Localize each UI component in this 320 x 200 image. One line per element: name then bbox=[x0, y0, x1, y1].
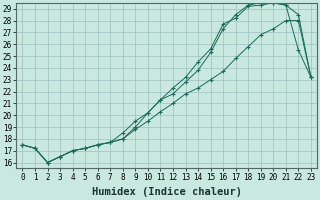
X-axis label: Humidex (Indice chaleur): Humidex (Indice chaleur) bbox=[92, 187, 242, 197]
